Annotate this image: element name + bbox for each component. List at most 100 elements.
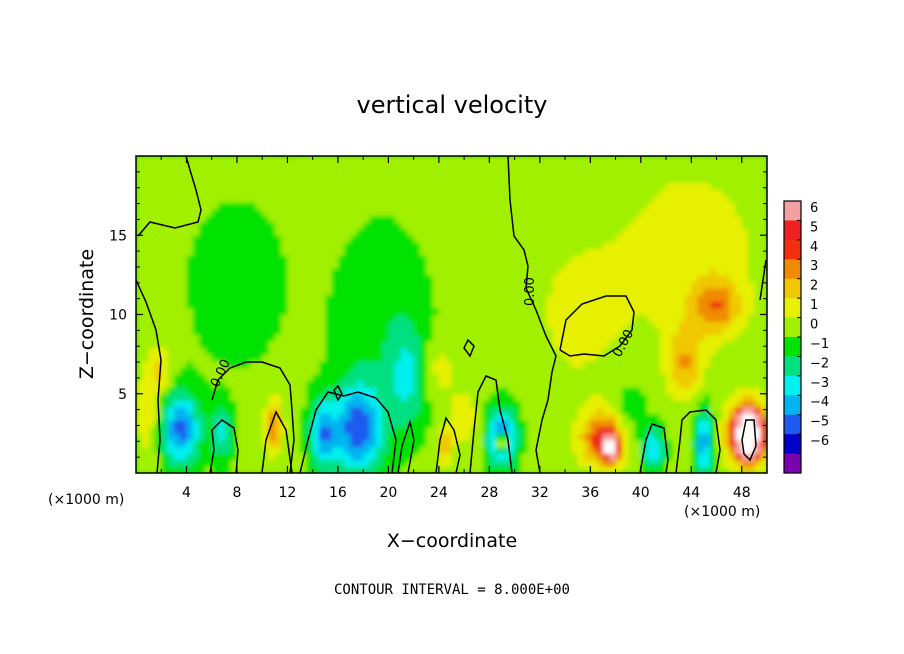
field-cell [584, 420, 591, 428]
field-cell [716, 182, 724, 190]
field-cell [672, 241, 680, 250]
field-cell [672, 307, 680, 316]
field-cell [722, 195, 730, 203]
field-cell [729, 241, 737, 250]
field-cell [470, 215, 478, 223]
field-cell [438, 373, 446, 382]
field-cell [249, 301, 257, 309]
field-cell [615, 208, 623, 217]
field-cell [432, 459, 440, 467]
field-cell [602, 261, 610, 269]
field-cell [710, 433, 718, 441]
field-cell [565, 202, 572, 210]
field-cell [451, 215, 459, 223]
field-cell [470, 175, 478, 184]
field-cell [363, 446, 371, 454]
field-cell [413, 426, 421, 434]
field-cell [173, 281, 181, 289]
field-cell [432, 327, 440, 335]
field-cell [445, 307, 453, 316]
field-cell [533, 327, 541, 335]
field-cell [337, 261, 345, 269]
field-cell [192, 175, 200, 184]
field-cell [483, 340, 490, 349]
field-cell [514, 215, 522, 223]
field-cell [735, 367, 743, 375]
field-cell [520, 459, 528, 467]
field-cell [552, 162, 560, 170]
field-cell [710, 156, 718, 164]
field-cell [628, 446, 636, 454]
field-cell [281, 195, 289, 203]
field-cell [388, 400, 396, 408]
field-cell [356, 393, 364, 401]
field-cell [337, 347, 345, 355]
field-cell [394, 387, 402, 395]
field-cell [546, 274, 554, 283]
field-cell [136, 439, 143, 448]
field-cell [255, 228, 263, 236]
field-cell [255, 413, 263, 421]
field-cell [748, 222, 755, 230]
field-cell [609, 301, 617, 309]
field-cell [501, 175, 509, 184]
field-cell [413, 413, 421, 421]
field-cell [476, 215, 484, 223]
field-cell [558, 241, 566, 250]
field-cell [678, 439, 686, 448]
field-cell [514, 261, 522, 269]
field-cell [464, 393, 472, 401]
field-cell [287, 241, 295, 250]
field-cell [180, 156, 188, 164]
field-cell [735, 261, 743, 269]
field-cell [268, 400, 276, 408]
field-cell [672, 222, 680, 230]
field-cell [615, 380, 623, 388]
field-cell [634, 380, 642, 388]
field-cell [565, 288, 572, 296]
field-cell [703, 162, 711, 170]
field-cell [255, 255, 263, 263]
field-cell [300, 241, 307, 250]
field-cell [741, 156, 749, 164]
field-cell [691, 248, 699, 256]
field-cell [584, 406, 591, 415]
field-cell [375, 228, 383, 236]
field-cell [369, 222, 377, 230]
field-cell [476, 439, 484, 448]
field-cell [325, 420, 333, 428]
field-cell [249, 433, 257, 441]
field-cell [300, 439, 307, 448]
field-cell [287, 162, 295, 170]
field-cell [748, 301, 755, 309]
field-cell [729, 334, 737, 342]
field-cell [419, 393, 427, 401]
field-cell [432, 228, 440, 236]
field-cell [628, 334, 636, 342]
field-cell [684, 400, 692, 408]
field-cell [710, 380, 718, 388]
field-cell [142, 182, 150, 190]
field-cell [697, 393, 705, 401]
field-cell [451, 314, 459, 322]
field-cell [640, 360, 648, 368]
field-cell [476, 446, 484, 454]
field-cell [640, 433, 648, 441]
field-cell [388, 255, 396, 263]
field-cell [224, 459, 232, 467]
field-cell [722, 248, 730, 256]
field-cell [337, 268, 345, 276]
field-cell [691, 274, 699, 283]
field-cell [584, 261, 591, 269]
field-cell [457, 321, 465, 329]
field-cell [325, 182, 333, 190]
field-cell [760, 261, 767, 269]
field-cell [640, 439, 648, 448]
field-cell [306, 182, 314, 190]
field-cell [489, 255, 497, 263]
field-cell [678, 268, 686, 276]
field-cell [647, 459, 655, 467]
field-cell [653, 453, 661, 461]
field-cell [350, 274, 358, 283]
field-cell [154, 202, 162, 210]
